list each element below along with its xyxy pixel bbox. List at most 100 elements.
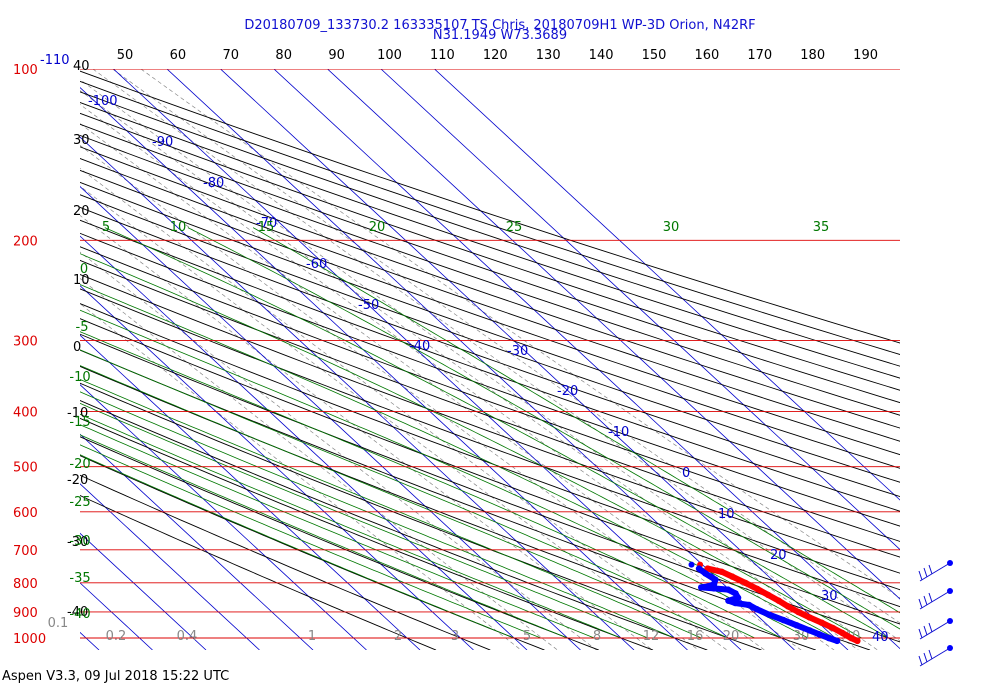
- isotherm-label: -70: [256, 216, 277, 231]
- wind-barb: [918, 588, 953, 610]
- dry-adiabat-line: [80, 206, 900, 498]
- dry-adiabat-line: [80, 365, 816, 650]
- mixing-ratio-line: [80, 278, 558, 650]
- dry-adiabat-line: [80, 288, 900, 591]
- temperature-profile-point: [742, 579, 749, 587]
- isotherm-label: -60: [306, 257, 327, 272]
- mixing-ratio-line: [80, 251, 597, 650]
- mixing-ratio-label: 5: [523, 629, 531, 644]
- isotherm-label: 10: [718, 507, 735, 522]
- dry-adiabat-line: [80, 259, 900, 558]
- temperature-profile-point: [764, 591, 772, 599]
- wind-barb-staff: [919, 562, 951, 582]
- dry-adiabat-line: [80, 246, 900, 542]
- wind-barb-feather: [928, 592, 933, 603]
- wind-barb-feather: [928, 622, 933, 633]
- temperature-profile-point: [854, 637, 861, 645]
- dewpoint-profile-point: [780, 616, 787, 624]
- isotherm-line: [80, 136, 635, 650]
- moist-adiabat-label: 20: [369, 220, 386, 235]
- dry-adiabat-label: -10: [67, 406, 88, 421]
- moist-adiabat-label: -20: [69, 457, 90, 472]
- top-scale-label: 120: [483, 48, 508, 63]
- dewpoint-profile-point: [793, 622, 800, 629]
- pressure-label: 400: [13, 406, 38, 421]
- dry-adiabat-line: [80, 474, 491, 650]
- isotherm-line: [80, 235, 528, 650]
- isotherm-line: [0, 59, 46, 650]
- wind-barb-feather: [918, 628, 923, 639]
- temperature-profile-point: [775, 597, 782, 604]
- isotherm-line: [80, 433, 314, 650]
- top-scale-label: 180: [800, 48, 825, 63]
- dewpoint-profile-point: [704, 583, 711, 590]
- dry-adiabat-line: [80, 169, 900, 456]
- moist-adiabat-label: -5: [76, 320, 89, 335]
- dewpoint-profile-point: [734, 594, 742, 601]
- dry-adiabat-label: 20: [73, 204, 90, 219]
- wind-barb-staff: [919, 647, 951, 667]
- temperature-profile-point: [847, 634, 855, 642]
- moist-adiabat-line: [80, 331, 782, 639]
- mixing-ratio-line: [80, 123, 802, 650]
- top-scale-label: 80: [275, 48, 292, 63]
- moist-adiabat-label: -40: [69, 607, 90, 622]
- isotherm-label: -10: [608, 425, 629, 440]
- top-scale-label: 60: [170, 48, 187, 63]
- dry-adiabat-line: [80, 219, 900, 512]
- dry-adiabat-line: [80, 232, 900, 527]
- temperature-profile-point: [839, 629, 846, 637]
- isotherm-label: -100: [88, 94, 118, 109]
- pressure-label: 800: [13, 577, 38, 592]
- moist-adiabat-line: [104, 227, 889, 639]
- mixing-ratio-line: [80, 303, 522, 650]
- dry-adiabat-line: [80, 112, 900, 391]
- moist-adiabat-line: [80, 434, 568, 639]
- temperature-profile-point: [718, 568, 725, 575]
- isotherm-line: [380, 69, 900, 551]
- pressure-label: 300: [13, 334, 38, 349]
- dry-adiabat-line: [80, 333, 900, 643]
- mixing-ratio-label: 8: [593, 629, 601, 644]
- moist-adiabat-label: 10: [170, 220, 187, 235]
- moist-adiabat-line: [80, 413, 622, 639]
- pressure-label: 900: [13, 606, 38, 621]
- dry-adiabat-line: [80, 134, 900, 416]
- mixing-ratio-line: [80, 90, 859, 650]
- dewpoint-profile-point: [745, 601, 753, 609]
- pressure-label: 700: [13, 544, 38, 559]
- wind-barb-feather: [923, 625, 928, 636]
- top-scale-label: 140: [589, 48, 614, 63]
- dewpoint-profile-point: [724, 586, 732, 593]
- top-scale-label: 150: [642, 48, 667, 63]
- dewpoint-profile-point: [698, 584, 705, 591]
- dry-adiabat-line: [80, 273, 900, 574]
- moist-adiabat-line: [80, 402, 648, 639]
- isotherm-line: [80, 384, 367, 650]
- temperature-profile-point: [729, 573, 736, 580]
- moist-adiabat-line: [80, 365, 729, 639]
- dry-adiabat-line: [80, 495, 437, 650]
- dewpoint-profile-point: [825, 634, 832, 642]
- wind-barb-feather: [928, 564, 933, 575]
- moist-adiabat-label: 30: [663, 220, 680, 235]
- temperature-profile-point: [795, 608, 802, 616]
- dry-adiabat-label: -40: [67, 605, 88, 620]
- dewpoint-profile-point: [816, 631, 823, 638]
- pressure-label: 100: [13, 63, 38, 78]
- dry-adiabat-line: [80, 194, 900, 483]
- isotherm-line: [80, 186, 581, 650]
- top-scale-label: 70: [223, 48, 240, 63]
- isotherm-label: -110: [40, 53, 70, 68]
- moist-adiabat-line: [80, 454, 515, 639]
- isotherm-line: [80, 532, 207, 650]
- mixing-ratio-line: [112, 69, 900, 624]
- moist-adiabat-label: 15: [258, 220, 275, 235]
- dewpoint-profile-point: [702, 570, 709, 577]
- wind-barb-staff: [919, 590, 951, 610]
- chart-title-line1: D20180709_133730.2 163335107 TS Chris, 2…: [244, 18, 755, 33]
- top-scale-label: 130: [536, 48, 561, 63]
- mixing-ratio-label: 30: [793, 629, 810, 644]
- dewpoint-profile-point: [725, 597, 732, 604]
- wind-barb-feather: [918, 598, 923, 609]
